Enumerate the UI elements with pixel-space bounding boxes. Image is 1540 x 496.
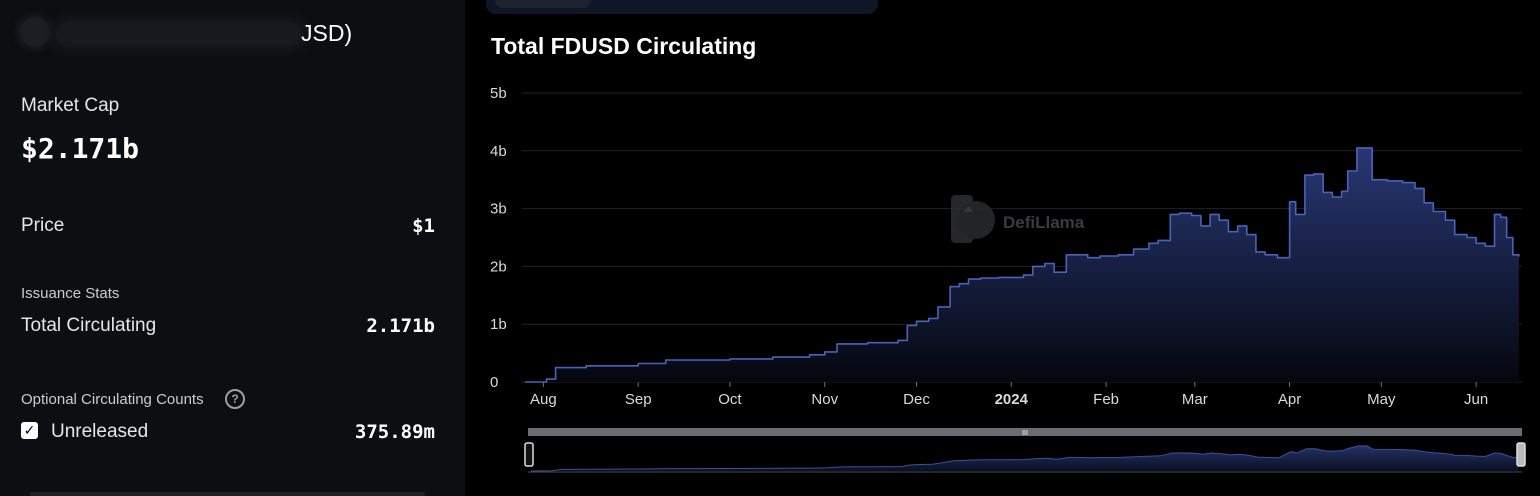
y-axis-ticks: 0 1b 2b 3b 4b 5b [490, 85, 507, 391]
y-tick-label: 0 [490, 374, 498, 391]
x-tick-label: Jun [1464, 391, 1488, 408]
total-circulating-label: Total Circulating [21, 315, 157, 336]
coin-name: JSD) [301, 20, 353, 46]
y-tick-label: 4b [490, 143, 507, 160]
y-tick-label: 1b [490, 316, 507, 333]
x-tick-label: Dec [903, 391, 930, 408]
chart-tab-active[interactable] [495, 0, 591, 8]
chart-title: Total FDUSD Circulating [491, 33, 757, 59]
total-circulating-value: 2.171b [366, 315, 435, 337]
x-tick-label: Feb [1093, 391, 1119, 408]
defillama-watermark: DefiLlama [951, 195, 1085, 243]
market-cap-value: $2.171b [21, 132, 140, 165]
price-label: Price [21, 215, 65, 236]
x-tick-label: Oct [718, 391, 742, 408]
range-slider-left-handle[interactable] [524, 442, 534, 467]
unreleased-label[interactable]: Unreleased [51, 421, 149, 442]
issuance-stats-heading: Issuance Stats [21, 285, 120, 302]
range-slider-top-bar [528, 428, 1522, 436]
range-slider-grip: III [1022, 430, 1028, 437]
range-slider-right-handle[interactable] [1516, 442, 1526, 467]
coin-logo-icon [20, 17, 50, 47]
range-slider[interactable]: III [524, 428, 1526, 473]
optional-circulating-counts-heading: Optional Circulating Counts [21, 391, 204, 408]
x-tick-label: Sep [625, 391, 652, 408]
panel-divider [30, 492, 425, 496]
price-value: $1 [412, 215, 435, 237]
series-line [525, 147, 1520, 383]
watermark-label: DefiLlama [1003, 213, 1085, 232]
y-tick-label: 5b [490, 85, 507, 102]
x-tick-label: 2024 [995, 391, 1029, 408]
coin-name-redacted [56, 22, 301, 46]
x-tick-label: Aug [530, 391, 557, 408]
y-tick-label: 2b [490, 258, 507, 275]
y-tick-label: 3b [490, 201, 507, 218]
stats-panel: JSD) Market Cap $2.171b Price $1 Issuanc… [0, 0, 465, 496]
x-tick-label: Apr [1278, 391, 1301, 408]
market-cap-label: Market Cap [21, 95, 120, 116]
series-area [525, 147, 1519, 382]
range-slider-preview-area [531, 445, 1519, 471]
unreleased-checkbox[interactable]: ✓ [21, 422, 38, 439]
range-slider-preview-line [530, 445, 1520, 472]
x-tick-label: May [1367, 391, 1396, 408]
help-icon[interactable]: ? [225, 389, 245, 409]
unreleased-value: 375.89m [354, 421, 435, 443]
x-axis-ticks: Aug Sep Oct Nov Dec 2024 Feb Mar Apr May Jun [530, 382, 1488, 408]
x-tick-label: Mar [1182, 391, 1208, 408]
x-tick-label: Nov [811, 391, 838, 408]
